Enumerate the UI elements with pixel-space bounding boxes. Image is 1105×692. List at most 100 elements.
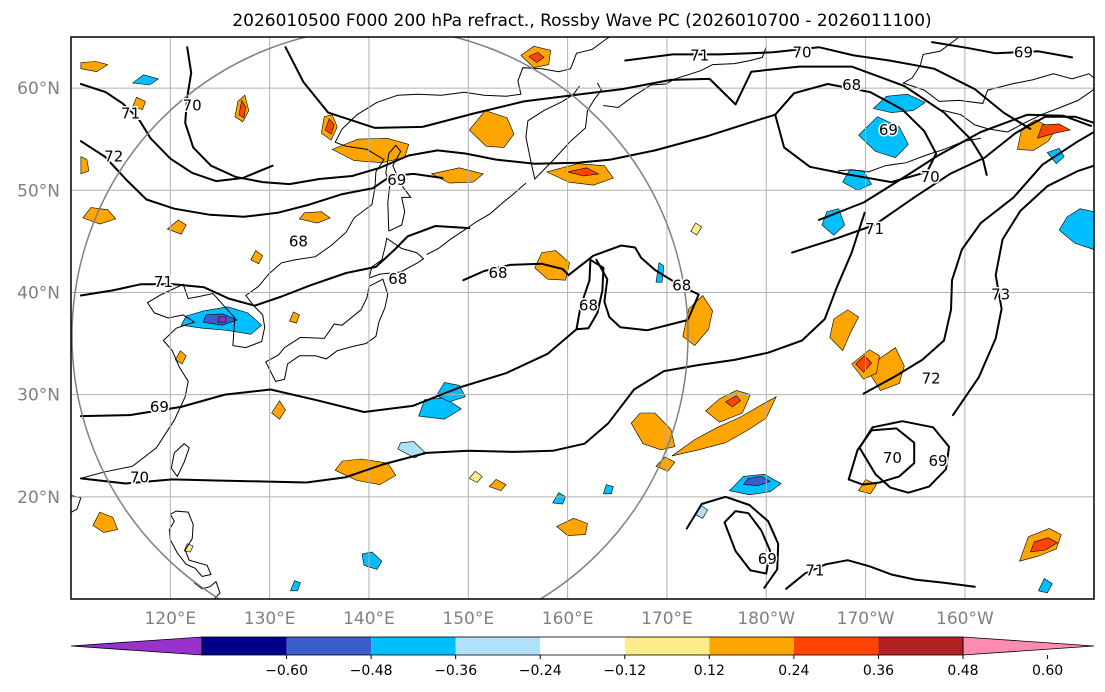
contour-label: 68 bbox=[842, 76, 861, 94]
shaded-region bbox=[331, 137, 410, 164]
colorbar-tick-label: −0.36 bbox=[434, 663, 477, 679]
shaded-region bbox=[724, 395, 741, 408]
longitude-label: 170°E bbox=[641, 609, 693, 629]
coast-hainan bbox=[71, 495, 82, 513]
contour-69-north-central bbox=[284, 46, 737, 129]
shaded-region bbox=[271, 400, 286, 420]
contour-71-ne-diag bbox=[791, 115, 1094, 254]
colorbar-arrow-left bbox=[70, 636, 203, 656]
shaded-region bbox=[488, 479, 507, 492]
shaded-region bbox=[92, 511, 119, 533]
contour-70-ne-diag bbox=[817, 113, 1092, 221]
longitude-label: 160°W bbox=[936, 609, 994, 629]
shaded-region bbox=[183, 543, 194, 553]
contour-label: 72 bbox=[922, 369, 941, 387]
contour-70-northwest bbox=[184, 46, 777, 186]
latitude-label: 60°N bbox=[17, 79, 60, 99]
contour-68-japan bbox=[462, 262, 570, 282]
contour-label: 69 bbox=[929, 452, 948, 470]
coast-sakhalin bbox=[385, 144, 412, 232]
distance-circle bbox=[71, 37, 689, 599]
contour-68-pacific-b bbox=[575, 258, 605, 331]
shaded-region bbox=[290, 580, 301, 592]
coast-japan-hokkaido bbox=[368, 237, 425, 279]
shaded-region bbox=[217, 316, 227, 323]
shaded-region bbox=[829, 309, 859, 352]
contour-label: 71 bbox=[805, 561, 824, 579]
contour-label: 72 bbox=[104, 148, 123, 166]
coast-kamchatka bbox=[525, 82, 602, 181]
shaded-region bbox=[556, 517, 588, 536]
contour-label: 68 bbox=[489, 264, 508, 282]
shaded-region bbox=[238, 99, 247, 119]
contour-70-south-loop bbox=[685, 495, 780, 589]
coast-kuril bbox=[426, 182, 527, 256]
contour-label: 70 bbox=[130, 468, 149, 486]
contour-69-ne bbox=[931, 41, 1074, 59]
shaded-region bbox=[361, 551, 383, 570]
contour-71-northwest bbox=[79, 83, 274, 183]
shaded-region bbox=[1036, 123, 1072, 139]
contour-label: 70 bbox=[183, 96, 202, 114]
shaded-region bbox=[872, 93, 926, 113]
colorbar-tick-label: 0.12 bbox=[694, 663, 725, 679]
colorbar-segment bbox=[202, 637, 287, 655]
colorbar-tick-label: −0.60 bbox=[265, 663, 308, 679]
shaded-region bbox=[567, 167, 600, 177]
shaded-region bbox=[682, 295, 713, 347]
colorbar-tick-label: −0.24 bbox=[519, 663, 562, 679]
shaded-region bbox=[468, 470, 483, 483]
longitude-label: 120°E bbox=[144, 609, 196, 629]
contour-label: 71 bbox=[154, 273, 173, 291]
contour-label: 71 bbox=[865, 220, 884, 238]
coast-luzon-islands bbox=[193, 580, 221, 599]
gridlines bbox=[71, 37, 1094, 599]
contour-72-northwest bbox=[79, 140, 444, 218]
colorbar-segment bbox=[624, 637, 710, 655]
contour-72-east bbox=[862, 131, 1094, 395]
contour-label: 69 bbox=[387, 171, 406, 189]
contour-label: 69 bbox=[150, 398, 169, 416]
colorbar-tick-label: 0.24 bbox=[778, 663, 809, 679]
shaded-region bbox=[821, 208, 846, 236]
colorbar-segment bbox=[286, 637, 372, 655]
contour-label: 69 bbox=[758, 550, 777, 568]
map-frame bbox=[70, 36, 1095, 600]
colorbar-segment bbox=[540, 637, 625, 655]
shaded-region bbox=[1029, 537, 1058, 553]
colorbar: −0.60 −0.48 −0.36 −0.24 −0.12 0.12 0.24 0.36 0.4… bbox=[70, 636, 1095, 679]
contour-label: 71 bbox=[121, 105, 140, 123]
colorbar-tick-label: −0.12 bbox=[603, 663, 646, 679]
coast-japan-honshu bbox=[265, 278, 389, 382]
contour-lines bbox=[79, 41, 1094, 590]
shaded-region bbox=[174, 350, 187, 365]
shaded-region bbox=[602, 484, 614, 495]
contour-68-pacific bbox=[567, 244, 700, 332]
longitude-label: 150°E bbox=[442, 609, 494, 629]
contour-71-south bbox=[785, 559, 976, 590]
latitude-labels: 60°N 50°N 40°N 30°N 20°N bbox=[17, 79, 60, 508]
contour-70-north bbox=[624, 46, 1032, 130]
contour-label: 70 bbox=[883, 449, 902, 467]
longitude-label: 140°E bbox=[343, 609, 395, 629]
contour-label: 73 bbox=[991, 285, 1010, 303]
shaded-region bbox=[1037, 578, 1053, 594]
longitude-label: 130°E bbox=[244, 609, 296, 629]
contour-69-north bbox=[734, 65, 988, 176]
contour-labels: 71 70 69 68 69 70 71 73 72 70 69 69 71 68 68 68 68 69 68 70… bbox=[103, 42, 1035, 581]
colorbar-segment bbox=[709, 637, 794, 655]
shaded-region bbox=[131, 74, 160, 86]
shaded-region bbox=[1058, 208, 1094, 250]
coast-asia-mainland bbox=[80, 37, 610, 479]
shaded-region bbox=[132, 96, 146, 110]
shaded-region bbox=[855, 355, 872, 373]
shaded-region bbox=[671, 395, 777, 457]
colorbar-frame bbox=[201, 636, 964, 656]
shaded-region bbox=[867, 347, 905, 391]
latitude-label: 40°N bbox=[17, 283, 60, 303]
contour-69-south bbox=[723, 510, 772, 575]
coastlines bbox=[71, 37, 1094, 599]
shaded-region bbox=[289, 311, 300, 324]
contour-label: 68 bbox=[672, 276, 691, 294]
